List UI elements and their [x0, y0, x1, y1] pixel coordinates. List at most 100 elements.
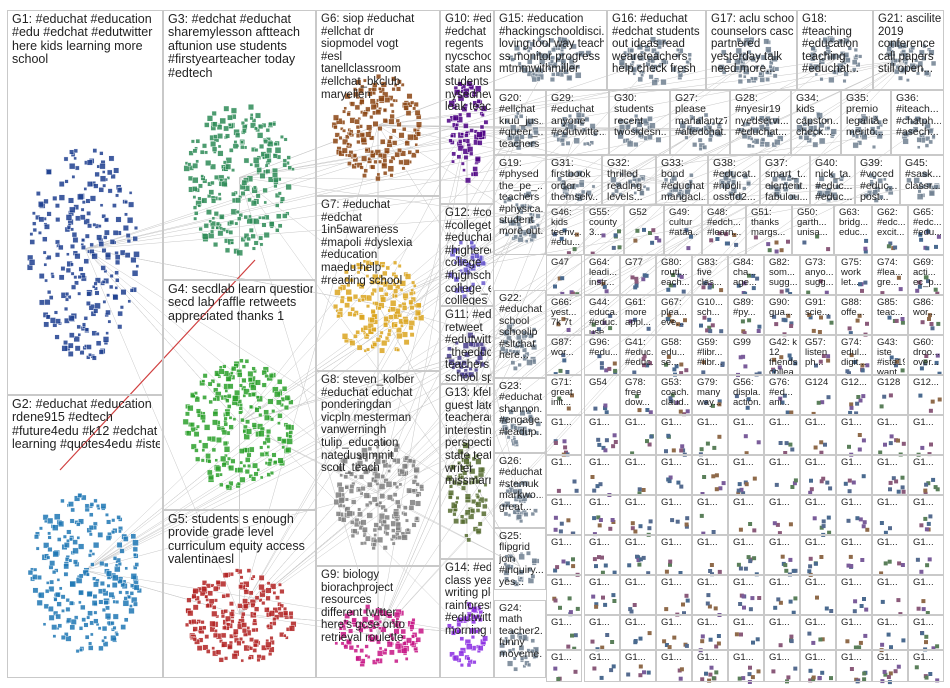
node [252, 185, 257, 190]
edge [377, 125, 468, 131]
small-group-19: G74: #lea... gre... [872, 255, 908, 295]
node [243, 117, 249, 123]
node [76, 324, 81, 330]
group-g11-label: G11: #educhat retweet #edutwitter nqt _t… [445, 309, 491, 384]
node [221, 180, 228, 187]
small-group-97: G1... [908, 535, 944, 575]
group-g29-label: G29: #educhat anyone #edutwitte... [551, 93, 606, 139]
node [52, 524, 59, 531]
small-group-69: G1... [692, 455, 728, 495]
node [46, 211, 52, 217]
node [34, 534, 39, 540]
node [112, 294, 119, 301]
node [205, 159, 212, 166]
small-group-28-label: G91: scie... [805, 298, 830, 318]
node [67, 342, 74, 349]
small-group-5: G51: thanks margs... [746, 205, 792, 255]
edge [84, 185, 683, 571]
node [69, 580, 77, 588]
small-group-29: G88: offe... [836, 295, 872, 335]
small-group-103-label: G1... [733, 578, 754, 588]
node [29, 239, 35, 245]
node [107, 188, 113, 194]
node [68, 558, 73, 563]
node [126, 238, 131, 244]
group-g21: G21: ascilite 2019 conference call paper… [873, 10, 944, 90]
node [213, 211, 219, 217]
node [43, 321, 50, 328]
node [67, 351, 74, 357]
node [97, 626, 102, 631]
node [253, 218, 260, 225]
node [95, 340, 102, 346]
small-group-9-label: G65: #edc... #edu... [913, 208, 941, 238]
node [85, 301, 91, 306]
node [118, 590, 123, 595]
small-group-40: G74: edul... digit... [836, 335, 872, 375]
node [81, 200, 86, 205]
node [44, 223, 50, 230]
node [99, 581, 105, 586]
small-group-31: G86: wor... [908, 295, 944, 335]
small-group-58-label: G1... [697, 418, 718, 428]
small-group-68-label: G1... [661, 458, 682, 468]
small-group-38-label: G42: k 12 friends collea... [769, 338, 797, 375]
node [48, 295, 54, 300]
small-group-98-label: G1... [551, 578, 572, 588]
node [56, 601, 62, 607]
small-group-23-label: G61: more appl... [625, 298, 651, 328]
group-g17: G17: aclu school counselors casc partner… [706, 10, 797, 90]
node [247, 197, 252, 203]
node [46, 555, 51, 560]
small-group-71: G1... [764, 455, 800, 495]
small-group-83: G1... [800, 495, 836, 535]
edge [84, 248, 468, 493]
group-g19: G19: #physed the_pe_... teachers #physic… [494, 155, 546, 255]
small-group-73-label: G1... [841, 458, 862, 468]
node [54, 334, 60, 340]
node [98, 349, 105, 355]
node [97, 224, 102, 228]
small-group-36-label: G59: #libr... #libr... [697, 338, 723, 368]
small-group-123-label: G1... [661, 653, 682, 663]
node [201, 143, 207, 149]
node [90, 632, 94, 637]
node [237, 216, 242, 221]
node [52, 550, 59, 558]
edge [239, 613, 379, 636]
node [78, 543, 85, 550]
node [116, 515, 121, 520]
small-group-30-label: G85: teac... [877, 298, 903, 318]
node [123, 617, 129, 623]
node [122, 536, 129, 542]
node [62, 534, 67, 539]
small-group-105-label: G1... [805, 578, 826, 588]
small-group-127-label: G1... [805, 653, 826, 663]
node [114, 270, 119, 275]
node [60, 635, 66, 640]
node [84, 503, 90, 509]
node [283, 137, 288, 142]
node [252, 157, 260, 164]
node [102, 336, 110, 343]
edge [239, 59, 551, 178]
small-group-4-label: G48: #edch... #learn... [707, 208, 742, 238]
node [103, 635, 107, 640]
small-group-51-label: G12... [841, 378, 867, 388]
small-group-61: G1... [800, 415, 836, 455]
small-group-105: G1... [800, 575, 836, 615]
node [187, 162, 192, 167]
node [83, 258, 90, 264]
small-group-25: G10... sch... [692, 295, 728, 335]
node [88, 353, 92, 357]
node [118, 529, 122, 534]
node [92, 222, 97, 227]
small-group-87: G1... [546, 535, 582, 575]
node [86, 211, 91, 216]
small-group-55-label: G1... [589, 418, 610, 428]
edge [377, 304, 521, 345]
node [192, 177, 199, 184]
node [128, 191, 133, 195]
small-group-34-label: G41: #educ... #educ... [625, 338, 653, 368]
node [115, 278, 120, 283]
